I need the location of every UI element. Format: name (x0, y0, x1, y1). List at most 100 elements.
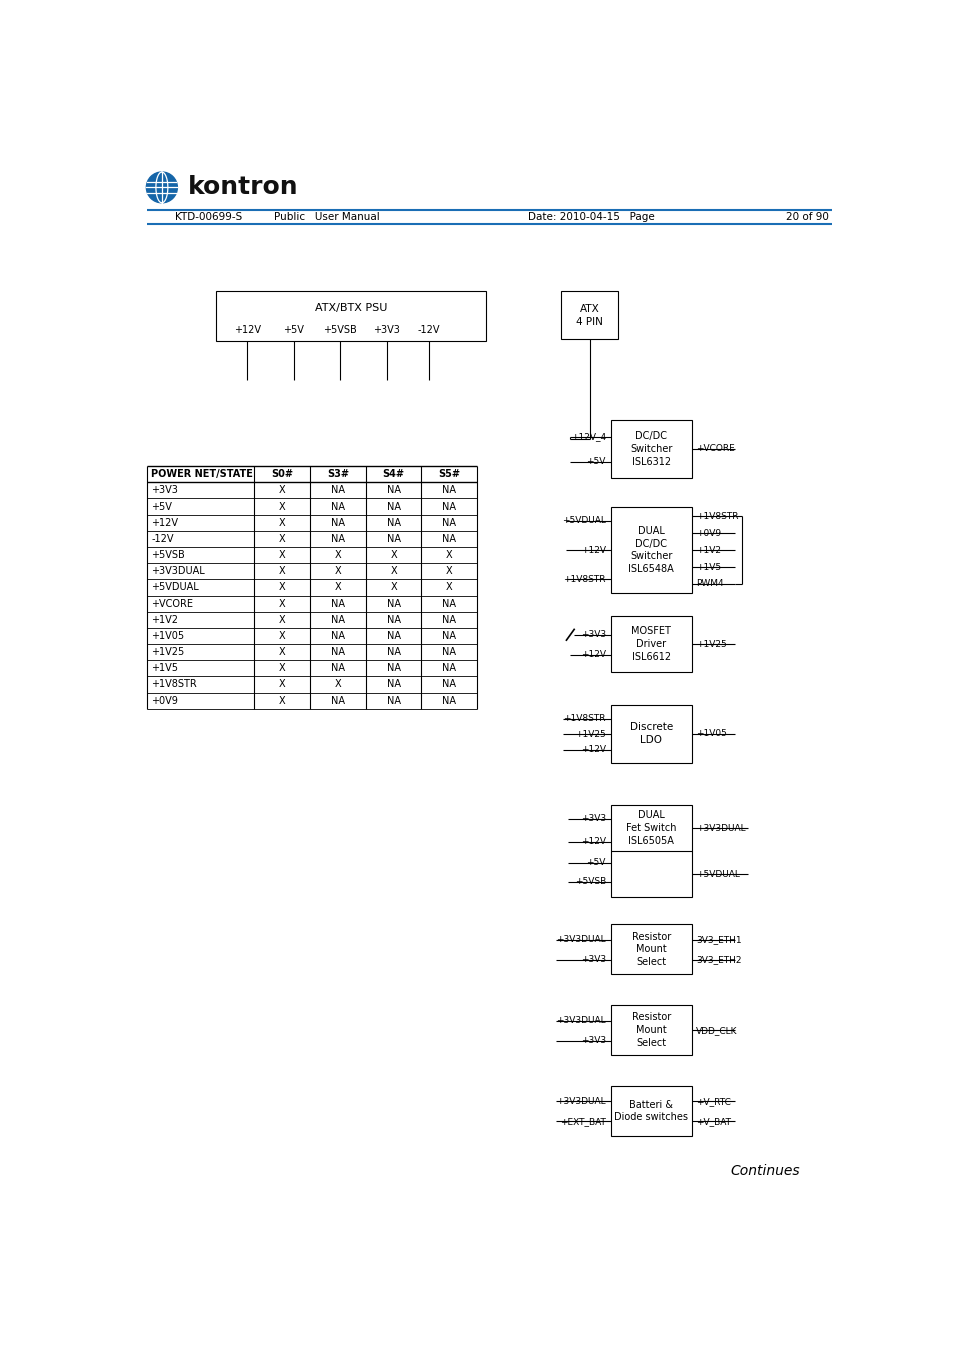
Text: Batteri &
Diode switches: Batteri & Diode switches (614, 1100, 687, 1122)
Text: NA: NA (442, 647, 456, 657)
Text: NA: NA (442, 518, 456, 528)
Text: +12V: +12V (580, 545, 605, 555)
Text: X: X (278, 663, 285, 674)
Bar (610, 420, 691, 478)
Text: +5VSB: +5VSB (151, 549, 185, 560)
Text: +0V9: +0V9 (695, 529, 720, 537)
Text: PWM4: PWM4 (695, 579, 722, 589)
Text: NA: NA (442, 598, 456, 609)
Text: +EXT_BAT: +EXT_BAT (559, 1116, 605, 1126)
Text: +1V8STR: +1V8STR (563, 575, 605, 583)
Text: MOSFET
Driver
ISL6612: MOSFET Driver ISL6612 (631, 626, 671, 661)
Text: +5VDUAL: +5VDUAL (561, 516, 605, 525)
Text: X: X (278, 566, 285, 576)
Text: +12V: +12V (233, 325, 260, 335)
Text: +V_BAT: +V_BAT (695, 1116, 730, 1126)
Text: NA: NA (331, 518, 344, 528)
Text: X: X (335, 566, 341, 576)
Text: +12V: +12V (580, 651, 605, 659)
Text: POWER NET/STATE: POWER NET/STATE (151, 470, 253, 479)
Text: 3V3_ETH1: 3V3_ETH1 (695, 936, 740, 944)
Text: NA: NA (442, 614, 456, 625)
Text: X: X (446, 566, 453, 576)
Text: +V_RTC: +V_RTC (695, 1098, 730, 1106)
Text: KTD-00699-S: KTD-00699-S (174, 212, 242, 221)
Text: +3V3DUAL: +3V3DUAL (695, 824, 744, 833)
Text: kontron: kontron (188, 176, 298, 200)
Text: +5VSB: +5VSB (574, 878, 605, 887)
Text: X: X (278, 549, 285, 560)
Text: NA: NA (331, 614, 344, 625)
Text: S0#: S0# (271, 470, 293, 479)
Bar (610, 617, 691, 672)
Text: X: X (278, 614, 285, 625)
Text: NA: NA (331, 502, 344, 512)
Text: NA: NA (442, 679, 456, 690)
Text: NA: NA (442, 630, 456, 641)
Text: X: X (278, 630, 285, 641)
Text: NA: NA (442, 486, 456, 495)
Text: +3V3: +3V3 (373, 325, 399, 335)
Text: +3V3: +3V3 (580, 1035, 605, 1045)
Text: NA: NA (331, 533, 344, 544)
Text: NA: NA (331, 695, 344, 706)
Text: Continues: Continues (729, 1164, 799, 1177)
Text: +0V9: +0V9 (151, 695, 177, 706)
Text: S5#: S5# (438, 470, 460, 479)
Text: +VCORE: +VCORE (695, 444, 734, 454)
Text: X: X (278, 518, 285, 528)
Text: X: X (278, 502, 285, 512)
Text: X: X (278, 679, 285, 690)
Text: +5VDUAL: +5VDUAL (695, 869, 739, 879)
Bar (610, 1085, 691, 1137)
Text: +1V25: +1V25 (151, 647, 184, 657)
Text: NA: NA (386, 533, 400, 544)
Text: +1V8STR: +1V8STR (151, 679, 196, 690)
Text: X: X (446, 582, 453, 593)
Text: +3V3: +3V3 (580, 956, 605, 964)
Text: NA: NA (386, 630, 400, 641)
Text: +12V: +12V (151, 518, 178, 528)
Text: X: X (335, 679, 341, 690)
Text: NA: NA (386, 518, 400, 528)
Text: ATX/BTX PSU: ATX/BTX PSU (314, 304, 387, 313)
Text: X: X (446, 549, 453, 560)
Text: X: X (390, 566, 396, 576)
Circle shape (146, 171, 177, 202)
Text: NA: NA (386, 647, 400, 657)
Text: +5V: +5V (586, 458, 605, 466)
Text: S4#: S4# (382, 470, 404, 479)
Text: NA: NA (442, 533, 456, 544)
Text: +VCORE: +VCORE (151, 598, 193, 609)
Text: -12V: -12V (417, 325, 440, 335)
Text: NA: NA (386, 695, 400, 706)
Text: X: X (278, 695, 285, 706)
Text: NA: NA (331, 663, 344, 674)
Text: +3V3: +3V3 (580, 814, 605, 824)
Text: +12V: +12V (580, 745, 605, 755)
Text: X: X (278, 486, 285, 495)
Text: NA: NA (442, 663, 456, 674)
Text: NA: NA (331, 598, 344, 609)
Text: NA: NA (386, 486, 400, 495)
Text: Resistor
Mount
Select: Resistor Mount Select (631, 1012, 670, 1048)
Text: +1V8STR: +1V8STR (563, 714, 605, 724)
Text: +3V3: +3V3 (151, 486, 177, 495)
Text: +5V: +5V (151, 502, 172, 512)
Text: +5VSB: +5VSB (323, 325, 356, 335)
Text: DUAL
DC/DC
Switcher
ISL6548A: DUAL DC/DC Switcher ISL6548A (628, 526, 674, 574)
Text: +5VDUAL: +5VDUAL (151, 582, 198, 593)
Text: +3V3DUAL: +3V3DUAL (556, 1098, 605, 1106)
Bar (610, 705, 691, 763)
Text: +1V05: +1V05 (151, 630, 184, 641)
Text: +1V5: +1V5 (695, 563, 720, 571)
Text: NA: NA (331, 647, 344, 657)
Text: +1V2: +1V2 (151, 614, 178, 625)
Text: X: X (278, 533, 285, 544)
Text: S3#: S3# (327, 470, 349, 479)
Text: X: X (390, 582, 396, 593)
Text: +3V3DUAL: +3V3DUAL (556, 936, 605, 944)
Bar (610, 925, 691, 975)
Bar (560, 292, 618, 339)
Bar (610, 508, 691, 593)
